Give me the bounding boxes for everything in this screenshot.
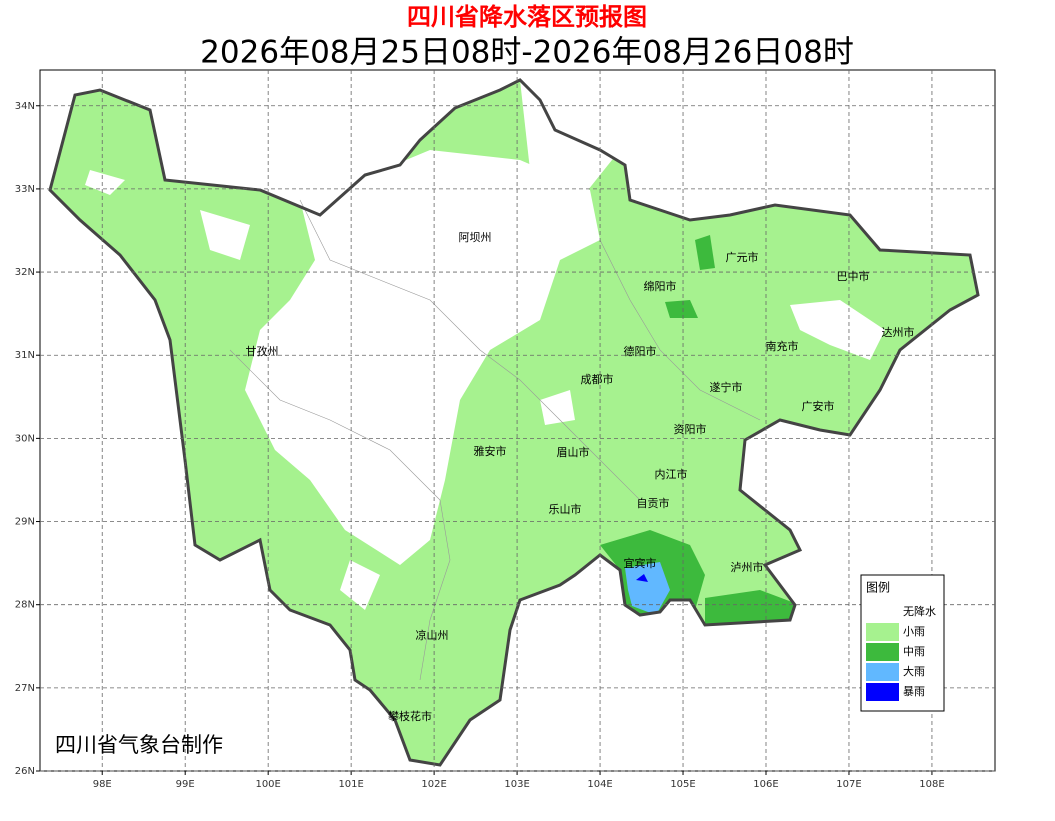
city-label: 德阳市 — [624, 344, 657, 358]
x-tick-label: 102E — [421, 779, 446, 790]
city-label: 攀枝花市 — [388, 709, 432, 723]
no-rain-area — [340, 560, 380, 610]
city-label: 达州市 — [882, 325, 915, 339]
y-tick-label: 33N — [15, 184, 35, 195]
legend-swatch — [866, 643, 899, 661]
city-label: 乐山市 — [549, 502, 582, 516]
x-tick-label: 104E — [587, 779, 612, 790]
city-label: 自贡市 — [637, 496, 670, 510]
city-label: 泸州市 — [731, 560, 764, 574]
y-tick-label: 27N — [15, 683, 35, 694]
city-label: 雅安市 — [474, 444, 507, 458]
y-tick-label: 28N — [15, 600, 35, 611]
city-label: 凉山州 — [416, 628, 449, 642]
y-tick-label: 29N — [15, 517, 35, 528]
legend-label: 中雨 — [903, 645, 925, 658]
no-rain-area — [245, 150, 600, 565]
legend-label: 小雨 — [903, 625, 925, 638]
x-tick-label: 103E — [504, 779, 529, 790]
y-tick-label: 26N — [15, 766, 35, 777]
legend-title: 图例 — [866, 581, 890, 595]
city-label: 广安市 — [802, 399, 835, 413]
x-tick-label: 108E — [919, 779, 944, 790]
heavy-rain-area — [625, 562, 670, 615]
x-tick-label: 100E — [255, 779, 280, 790]
city-label: 遂宁市 — [710, 380, 743, 394]
legend-swatch — [866, 603, 899, 621]
y-tick-label: 32N — [15, 267, 35, 278]
credit: 四川省气象台制作 — [55, 733, 223, 757]
map-title: 四川省降水落区预报图 — [407, 3, 647, 31]
legend-swatch — [866, 623, 899, 641]
city-label: 广元市 — [726, 250, 759, 264]
rainstorm-area — [636, 574, 648, 582]
city-label: 甘孜州 — [246, 344, 279, 358]
x-tick-label: 105E — [670, 779, 695, 790]
legend-label: 暴雨 — [903, 685, 925, 698]
moderate-rain-area — [695, 235, 715, 270]
x-tick-label: 106E — [753, 779, 778, 790]
y-tick-label: 31N — [15, 350, 35, 361]
city-label: 绵阳市 — [644, 279, 677, 293]
legend-label: 无降水 — [903, 604, 936, 618]
moderate-rain-area — [705, 590, 800, 625]
city-labels: 阿坝州 广元市 巴中市 绵阳市 达州市 甘孜州 德阳市 南充市 成都市 遂宁市 … — [246, 230, 915, 723]
city-label: 宜宾市 — [624, 556, 657, 570]
x-tick-label: 99E — [176, 779, 195, 790]
city-label: 内江市 — [655, 467, 688, 481]
y-tick-label: 30N — [15, 433, 35, 444]
y-tick-label: 34N — [15, 101, 35, 112]
x-tick-label: 101E — [338, 779, 363, 790]
legend-swatch — [866, 663, 899, 681]
city-label: 资阳市 — [674, 422, 707, 436]
city-label: 眉山市 — [557, 445, 590, 459]
x-tick-label: 107E — [836, 779, 861, 790]
moderate-rain-area — [665, 300, 698, 318]
city-label: 南充市 — [766, 339, 799, 353]
no-rain-area — [790, 300, 885, 360]
no-rain-area — [85, 170, 125, 195]
no-rain-area — [200, 210, 250, 260]
city-label: 巴中市 — [837, 269, 870, 283]
map-subtitle: 2026年08月25日08时-2026年08月26日08时 — [200, 35, 854, 71]
legend-swatch — [866, 683, 899, 701]
city-label: 阿坝州 — [459, 230, 492, 244]
x-tick-label: 98E — [93, 779, 112, 790]
no-rain-area — [540, 390, 575, 425]
city-label: 成都市 — [581, 372, 614, 386]
legend-label: 大雨 — [903, 664, 925, 678]
county-borders — [229, 199, 761, 681]
